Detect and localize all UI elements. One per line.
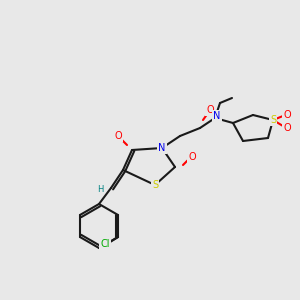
Text: O: O <box>283 110 291 120</box>
Text: Cl: Cl <box>100 239 110 249</box>
Text: N: N <box>213 111 221 121</box>
Text: S: S <box>152 180 158 190</box>
Text: S: S <box>270 115 276 125</box>
Text: H: H <box>98 184 104 194</box>
Text: N: N <box>158 143 166 153</box>
Text: O: O <box>283 123 291 133</box>
Text: O: O <box>114 131 122 141</box>
Text: O: O <box>188 152 196 162</box>
Text: O: O <box>206 105 214 115</box>
